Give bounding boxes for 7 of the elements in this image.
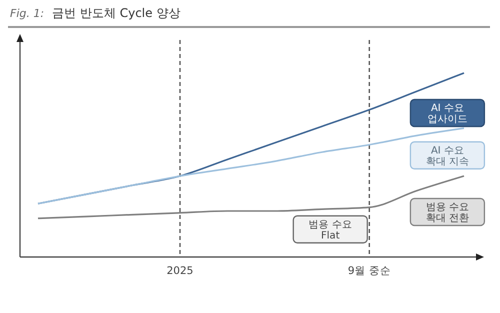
chart-title: Fig. 1: 금번 반도체 Cycle 양상 <box>10 6 180 20</box>
x-tick-label: 2025 <box>166 265 194 277</box>
annotation: 범용 수요 Flat <box>308 219 352 242</box>
series-label: 범용 수요 확대 전환 <box>426 202 470 224</box>
series-label: AI 수요 확대 지속 <box>426 145 470 168</box>
series-label: AI 수요 업사이드 <box>427 102 468 125</box>
x-tick-label: 9월 중순 <box>348 265 391 277</box>
